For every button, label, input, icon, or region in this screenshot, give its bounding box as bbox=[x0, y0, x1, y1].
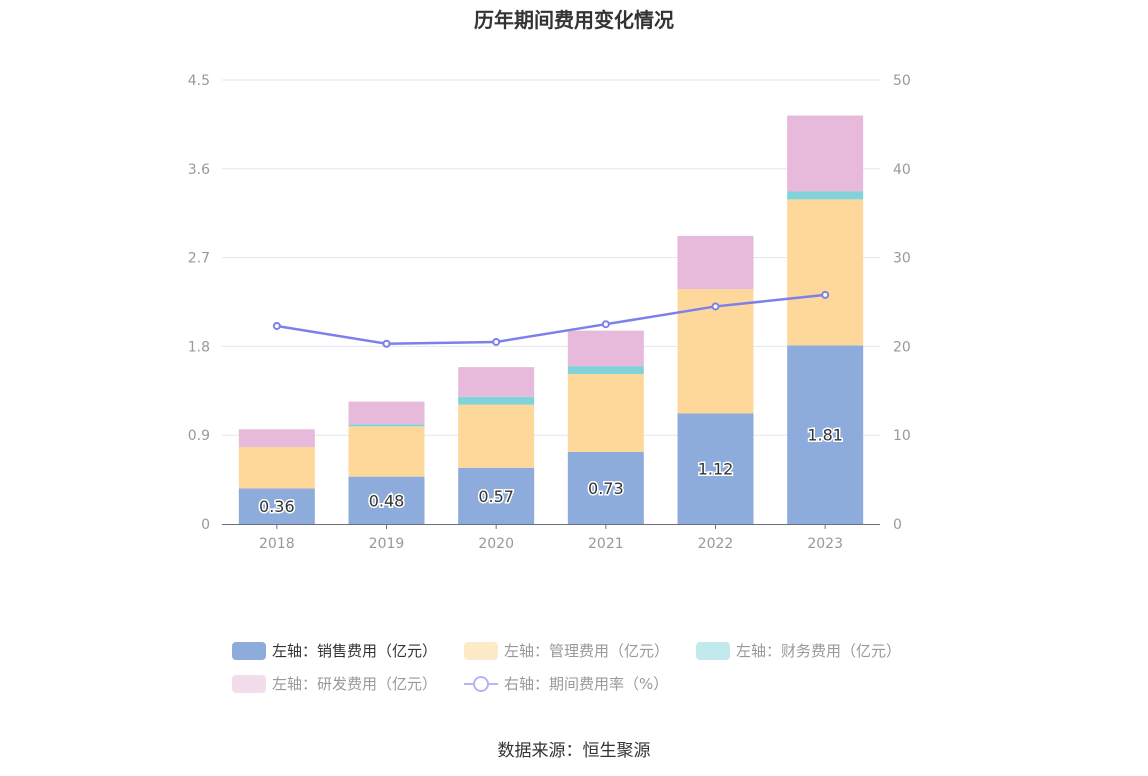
y-left-tick-label: 2.7 bbox=[188, 251, 210, 267]
data-label-sales: 0.73 bbox=[588, 479, 624, 498]
bar-rnd bbox=[348, 401, 425, 425]
chart-svg: 0 0.9 1.8 2.7 3.6 4.5 0 10 20 30 40 50 2018 2019 2020 2… bbox=[188, 73, 911, 552]
legend-swatch-sales bbox=[232, 642, 266, 660]
data-label-sales: 1.12 bbox=[698, 460, 734, 479]
x-tick-label: 2022 bbox=[698, 536, 734, 552]
point-rate bbox=[382, 339, 391, 348]
bar-finance bbox=[787, 191, 864, 200]
x-tick-label: 2019 bbox=[369, 536, 405, 552]
point-rate bbox=[492, 337, 501, 346]
y-left-tick-label: 0 bbox=[201, 517, 210, 533]
y-right-tick-label: 10 bbox=[893, 428, 911, 444]
line-layer bbox=[272, 290, 830, 348]
legend-label-sales: 左轴：销售费用（亿元） bbox=[272, 642, 438, 660]
bar-sales bbox=[787, 345, 864, 524]
bar-sales bbox=[238, 488, 315, 524]
y-left-tick-label: 1.8 bbox=[188, 339, 210, 355]
bar-sales bbox=[677, 413, 754, 524]
label-layer: 0.36 0.48 0.57 0.73 1.12 1.81 bbox=[258, 424, 845, 518]
axis-layer: 0 0.9 1.8 2.7 3.6 4.5 0 10 20 30 40 50 2018 2019 2020 2… bbox=[188, 73, 911, 552]
legend-label-rnd: 左轴：研发费用（亿元） bbox=[272, 675, 438, 693]
legend-swatch-admin bbox=[464, 642, 498, 660]
bar-sales bbox=[348, 476, 425, 524]
legend-label-admin: 左轴：管理费用（亿元） bbox=[504, 642, 670, 660]
bar-sales bbox=[458, 467, 535, 524]
legend-line-icon bbox=[464, 676, 498, 692]
y-right-tick-label: 40 bbox=[893, 162, 911, 178]
grid-layer bbox=[222, 79, 880, 436]
bar-finance bbox=[567, 366, 644, 375]
x-tick-label: 2021 bbox=[588, 536, 624, 552]
line-rate bbox=[276, 293, 826, 345]
y-right-tick-label: 30 bbox=[893, 251, 911, 267]
y-left-tick-label: 3.6 bbox=[188, 162, 210, 178]
data-label-sales: 0.36 bbox=[259, 497, 295, 516]
bar-rnd bbox=[458, 367, 535, 397]
bar-sales bbox=[567, 451, 644, 524]
x-tick-label: 2018 bbox=[259, 536, 295, 552]
bar-finance bbox=[348, 424, 425, 427]
point-rate bbox=[711, 302, 720, 311]
point-rate bbox=[272, 321, 281, 330]
point-rate bbox=[821, 290, 830, 299]
x-tick-label: 2020 bbox=[478, 536, 514, 552]
y-right-tick-label: 0 bbox=[893, 517, 902, 533]
bar-admin bbox=[348, 426, 425, 477]
y-left-tick-label: 0.9 bbox=[188, 428, 210, 444]
data-label-sales: 1.81 bbox=[807, 426, 843, 445]
x-tick-label: 2023 bbox=[807, 536, 843, 552]
legend-swatch-finance bbox=[696, 642, 730, 660]
legend-label-rate: 右轴：期间费用率（%） bbox=[504, 675, 669, 693]
source-note: 数据来源：恒生聚源 bbox=[497, 741, 651, 761]
bar-admin bbox=[238, 447, 315, 489]
bar-admin bbox=[787, 199, 864, 346]
bar-rnd bbox=[567, 330, 644, 367]
y-right-tick-label: 20 bbox=[893, 339, 911, 355]
bar-admin bbox=[567, 374, 644, 452]
bar-rnd bbox=[677, 235, 754, 290]
bar-finance bbox=[458, 396, 535, 405]
y-left-tick-label: 4.5 bbox=[188, 73, 210, 89]
y-right-tick-label: 50 bbox=[893, 73, 911, 89]
data-label-sales: 0.48 bbox=[369, 491, 405, 510]
point-rate bbox=[601, 320, 610, 329]
bar-rnd bbox=[238, 429, 315, 448]
legend-swatch-rnd bbox=[232, 675, 266, 693]
chart-title: 历年期间费用变化情况 bbox=[474, 8, 674, 32]
bar-layer bbox=[238, 115, 864, 524]
legend-label-finance: 左轴：财务费用（亿元） bbox=[736, 642, 902, 660]
bar-rnd bbox=[787, 115, 864, 192]
data-label-sales: 0.57 bbox=[478, 487, 514, 506]
bar-admin bbox=[458, 404, 535, 468]
